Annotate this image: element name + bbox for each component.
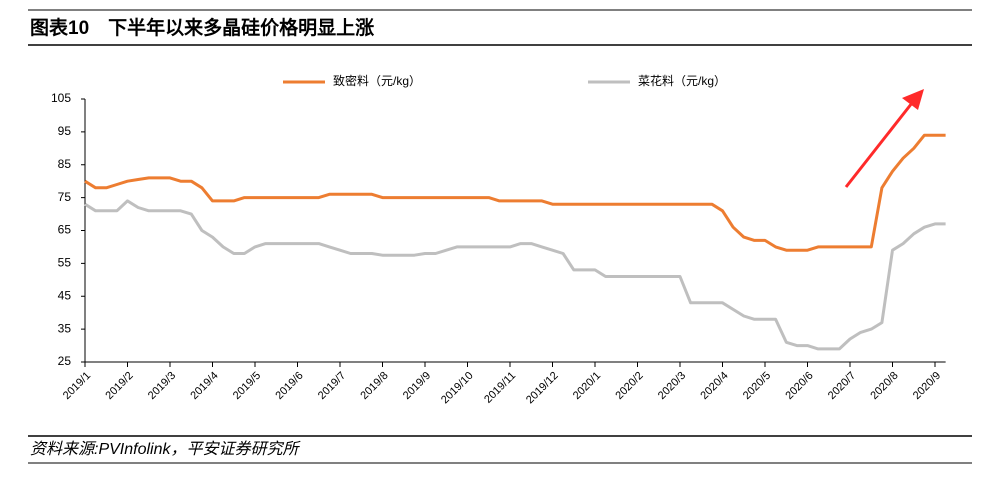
x-tick-label: 2019/3 (146, 370, 178, 402)
x-tick-label: 2019/1 (61, 370, 93, 402)
chart-title: 图表10 下半年以来多晶硅价格明显上涨 (30, 16, 374, 39)
x-tick-label: 2019/8 (358, 370, 390, 402)
x-tick-label: 2020/4 (698, 370, 730, 402)
source: 资料来源:PVInfolink，平安证券研究所 (30, 440, 301, 458)
x-tick-label: 2020/1 (571, 370, 603, 402)
y-tick-label: 85 (58, 157, 72, 171)
legend-label: 致密料（元/kg） (333, 73, 421, 88)
annotation-arrow (844, 89, 924, 188)
x-tick-label: 2020/3 (656, 370, 688, 402)
y-tick-label: 95 (58, 124, 72, 138)
y-tick-label: 45 (58, 288, 72, 302)
y-tick-label: 35 (58, 321, 72, 335)
x-tick-label: 2019/7 (316, 370, 348, 402)
x-tick-label: 2019/11 (482, 370, 518, 406)
y-tick-label: 105 (51, 91, 71, 105)
x-tick-label: 2020/9 (911, 370, 943, 402)
x-tick-label: 2019/5 (231, 370, 263, 402)
x-tick-label: 2020/6 (783, 370, 815, 402)
x-tick-label: 2020/7 (826, 370, 858, 402)
x-tick-label: 2020/8 (868, 370, 900, 402)
x-tick-label: 2019/9 (401, 370, 433, 402)
x-tick-label: 2019/2 (103, 370, 135, 402)
x-tick-label: 2019/4 (188, 370, 220, 402)
series-line (84, 199, 946, 351)
series-line (84, 133, 946, 252)
legend-label: 菜花料（元/kg） (638, 73, 726, 88)
x-tick-label: 2019/12 (524, 370, 561, 407)
y-tick-label: 25 (58, 354, 72, 368)
y-tick-label: 75 (58, 190, 72, 204)
y-tick-label: 65 (58, 223, 72, 237)
x-tick-label: 2019/6 (273, 370, 305, 402)
x-tick-label: 2019/10 (439, 370, 476, 407)
x-tick-label: 2020/5 (741, 370, 773, 402)
y-tick-label: 55 (58, 256, 72, 270)
x-tick-label: 2020/2 (613, 370, 645, 402)
